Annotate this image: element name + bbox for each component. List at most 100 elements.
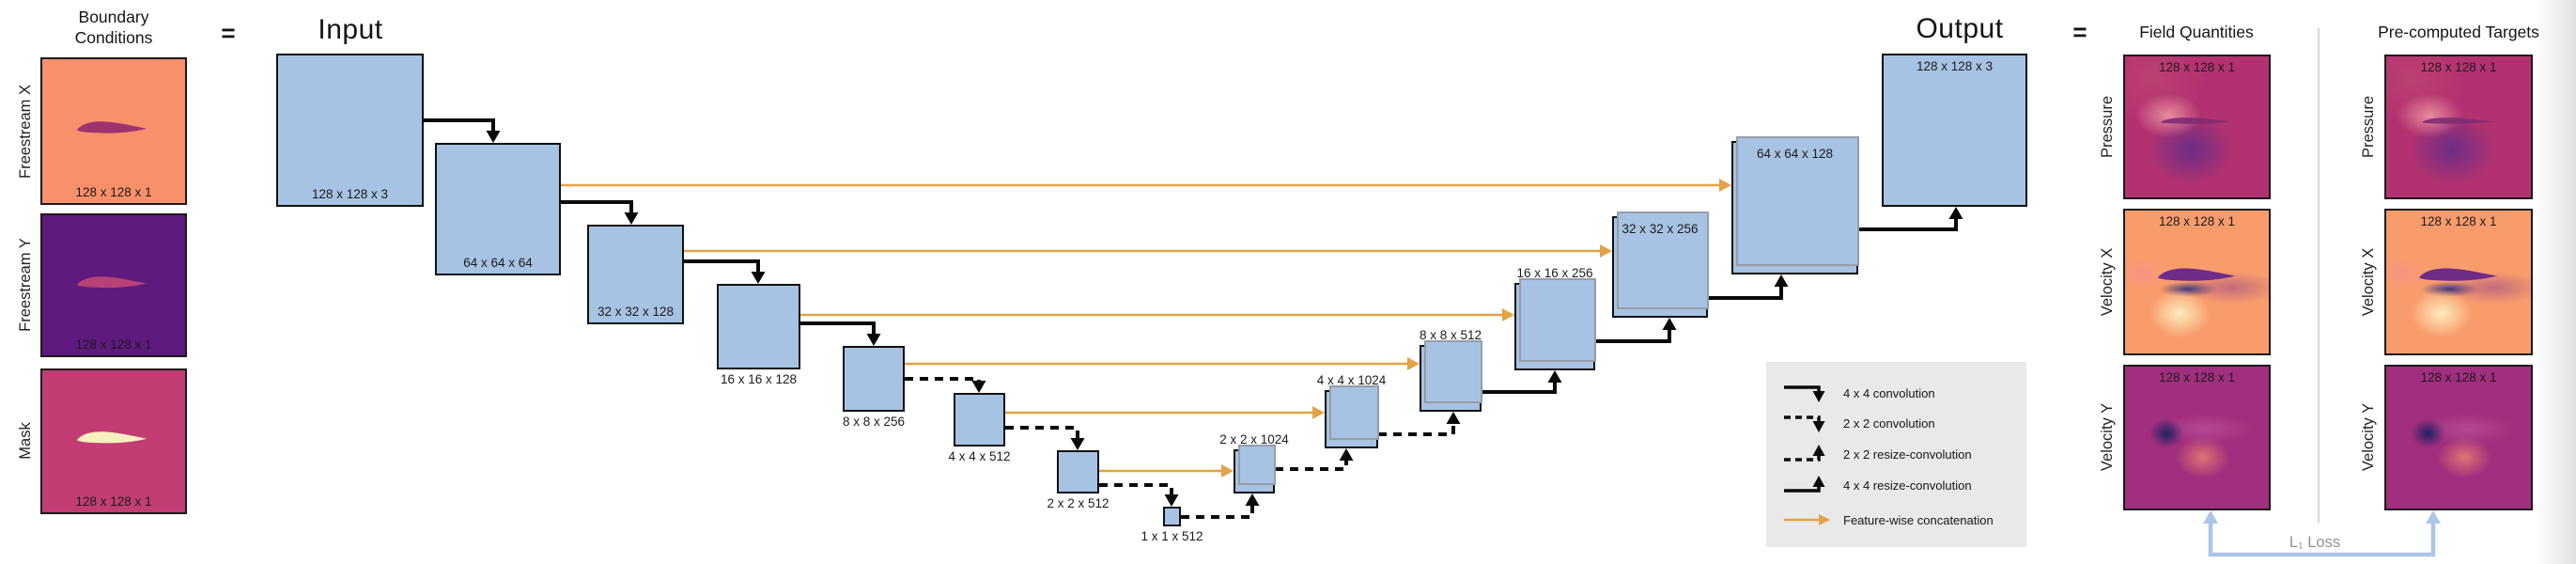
airfoil-shape <box>2160 117 2231 124</box>
orange-right-arrow-icon <box>1784 514 1830 525</box>
solid-elbow-up-arrow-icon <box>1784 476 1825 493</box>
l1-loss-label: L₁ Loss <box>2289 534 2341 551</box>
pt-pressure-dim: 128 x 128 x 1 <box>2420 60 2497 74</box>
decoder-block-8: 8 x 8 x 512 <box>1420 328 1482 412</box>
airfoil-shape <box>77 275 147 288</box>
decoder-block-4: 4 x 4 x 1024 <box>1317 373 1386 448</box>
legend-item-conv2: 2 x 2 convolution <box>1781 411 1935 435</box>
resize2x2-arrow-dec7-dec6 <box>1275 448 1354 471</box>
legend-label-concat: Feature-wise concatenation <box>1843 512 1994 527</box>
skip-concat-arrow-4 <box>1005 406 1325 419</box>
legend-item-conv4: 4 x 4 convolution <box>1781 381 1935 405</box>
dashed-down-arrow-icon <box>1784 415 1825 432</box>
precomputed-targets-title: Pre-computed Targets <box>2378 23 2539 41</box>
fq-velocity-x-label: Velocity X <box>2099 247 2116 317</box>
legend-item-resize4: 4 x 4 resize-convolution <box>1781 473 1972 497</box>
decoder-block-64: 64 x 64 x 128 <box>1731 136 1859 274</box>
conv2x2-arrow-enc7-bottleneck <box>1099 483 1179 507</box>
pt-velocity-x-image: 128 x 128 x 1 <box>2384 209 2533 355</box>
output-block-128-dim: 128 x 128 x 3 <box>1916 59 1994 73</box>
legend-label-conv2: 2 x 2 convolution <box>1843 415 1935 431</box>
airfoil-shape <box>77 121 147 133</box>
conv4x4-arrow-enc3-enc4 <box>684 259 766 284</box>
equals-sign-right: = <box>2072 18 2087 46</box>
pt-velocity-y-dim: 128 x 128 x 1 <box>2420 370 2497 384</box>
pt-velocity-y-label: Velocity Y <box>2360 402 2377 472</box>
encoder-block-8: 8 x 8 x 256 <box>843 346 905 429</box>
decoder-block-2-dim: 2 x 2 x 1024 <box>1219 432 1289 446</box>
legend-label-conv4: 4 x 4 convolution <box>1843 385 1935 400</box>
legend-item-concat: Feature-wise concatenation <box>1781 508 1994 532</box>
fq-velocity-y-image: 128 x 128 x 1 <box>2123 365 2271 510</box>
fq-pressure-image: 128 x 128 x 1 <box>2123 55 2271 199</box>
skip-concat-arrow-32 <box>684 244 1612 258</box>
field-quantities-title: Field Quantities <box>2139 23 2254 41</box>
pt-velocity-x-dim: 128 x 128 x 1 <box>2420 214 2497 228</box>
pt-velocity-y-image: 128 x 128 x 1 <box>2384 365 2533 510</box>
decoder-block-16: 16 x 16 x 256 <box>1514 266 1596 370</box>
fq-pressure-label: Pressure <box>2099 95 2116 159</box>
conv4x4-arrow-enc2-enc3 <box>561 200 639 225</box>
solid-elbow-down-arrow-icon <box>1784 385 1825 402</box>
encoder-block-32-dim: 32 x 32 x 128 <box>597 305 675 319</box>
resize2x2-arrow-dec6-dec5 <box>1378 412 1461 436</box>
equals-sign-left: = <box>221 19 236 47</box>
encoder-block-128-dim: 128 x 128 x 3 <box>311 187 389 201</box>
freestream-y-image: 128 x 128 x 1 <box>40 213 187 357</box>
conv4x4-arrow-enc4-enc5 <box>800 321 881 346</box>
decoder-block-32-dim: 32 x 32 x 256 <box>1622 222 1699 236</box>
fq-velocity-y-dim: 128 x 128 x 1 <box>2158 370 2236 384</box>
encoder-block-32: 32 x 32 x 128 <box>587 225 684 324</box>
skip-concat-arrow-8 <box>905 357 1420 370</box>
fq-velocity-x-dim: 128 x 128 x 1 <box>2158 214 2236 228</box>
encoder-block-16: 16 x 16 x 128 <box>717 284 800 386</box>
skip-concat-arrow-64 <box>561 179 1731 192</box>
output-block-128: 128 x 128 x 3 <box>1882 54 2027 207</box>
encoder-block-16-dim: 16 x 16 x 128 <box>720 372 798 386</box>
freestream-y-label: Freestream Y <box>17 238 34 332</box>
mask-label: Mask <box>17 422 34 460</box>
resize4x4-arrow-dec2-output <box>1858 207 1963 231</box>
decoder-block-8-dim: 8 x 8 x 512 <box>1419 328 1482 342</box>
l1-loss-bracket-arrow <box>2203 510 2441 557</box>
resize4x4-arrow-dec3-dec2 <box>1708 274 1789 300</box>
encoder-block-64-dim: 64 x 64 x 64 <box>463 256 533 270</box>
right-edge-shading <box>2535 0 2576 564</box>
fq-velocity-y-label: Velocity Y <box>2099 402 2116 472</box>
resize2x2-arrow-bottleneck-dec7 <box>1181 494 1260 519</box>
conv2x2-arrow-enc5-enc6 <box>905 377 986 393</box>
encoder-block-4: 4 x 4 x 512 <box>948 393 1011 463</box>
freestream-x-label: Freestream X <box>17 85 34 179</box>
pt-velocity-x-label: Velocity X <box>2360 247 2377 317</box>
skip-concat-arrow-16 <box>800 308 1514 321</box>
airfoil-shape <box>2157 267 2235 281</box>
conv2x2-arrow-enc6-enc7 <box>1005 426 1085 450</box>
airfoil-shape <box>77 431 147 444</box>
legend-box: 4 x 4 convolution 2 x 2 convolution 2 x … <box>1766 362 2026 547</box>
mask-dim: 128 x 128 x 1 <box>75 494 152 509</box>
encoder-block-2-dim: 2 x 2 x 512 <box>1047 496 1110 510</box>
dashed-up-arrow-icon <box>1784 445 1825 462</box>
decoder-block-2: 2 x 2 x 1024 <box>1219 432 1289 494</box>
decoder-block-16-dim: 16 x 16 x 256 <box>1516 266 1593 280</box>
encoder-block-128: 128 x 128 x 3 <box>276 54 424 207</box>
conv4x4-arrow-enc1-enc2 <box>424 118 501 143</box>
legend-item-resize2: 2 x 2 resize-convolution <box>1781 442 1972 466</box>
bottleneck-block-1: 1 x 1 x 512 <box>1141 507 1203 543</box>
airfoil-shape <box>2421 117 2493 124</box>
decoder-block-32: 32 x 32 x 256 <box>1612 212 1709 318</box>
mask-image: 128 x 128 x 1 <box>40 368 187 514</box>
encoder-block-4-dim: 4 x 4 x 512 <box>948 449 1011 463</box>
output-title: Output <box>1916 13 2004 44</box>
resize4x4-arrow-dec4-dec3 <box>1595 318 1677 343</box>
bottleneck-block-1-dim: 1 x 1 x 512 <box>1141 529 1203 543</box>
input-title: Input <box>318 14 383 45</box>
pt-pressure-image: 128 x 128 x 1 <box>2384 55 2533 199</box>
skip-concat-arrow-2 <box>1099 464 1234 478</box>
encoder-block-2: 2 x 2 x 512 <box>1047 450 1110 510</box>
resize4x4-arrow-dec5-dec4 <box>1482 370 1562 394</box>
airfoil-shape <box>2418 267 2497 281</box>
decoder-block-4-dim: 4 x 4 x 1024 <box>1316 373 1387 387</box>
